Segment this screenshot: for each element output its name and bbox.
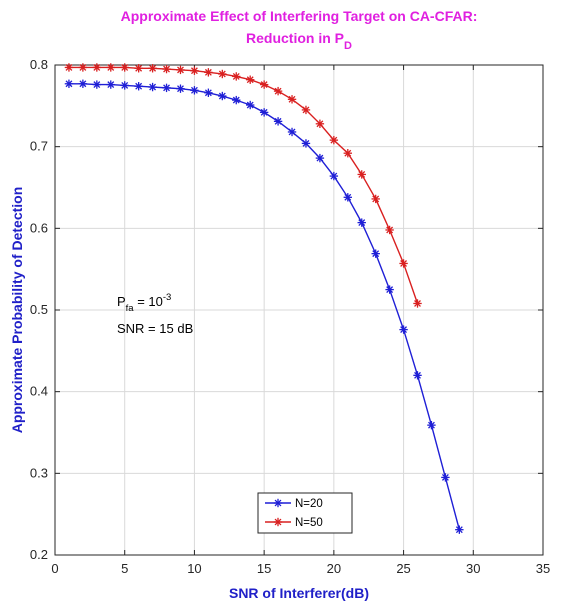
data-point <box>64 63 74 72</box>
legend-box <box>257 492 353 534</box>
y-axis-label: Approximate Probability of Detection <box>9 187 25 434</box>
x-tick-label: 15 <box>257 561 271 576</box>
data-point <box>106 80 115 89</box>
data-point <box>329 171 339 181</box>
data-point <box>343 149 352 158</box>
y-tick-label: 0.4 <box>30 384 48 399</box>
y-tick-label: 0.5 <box>30 302 48 317</box>
data-point <box>190 66 199 75</box>
data-point <box>329 135 339 145</box>
data-point <box>148 82 157 92</box>
y-tick-label: 0.6 <box>30 220 48 235</box>
y-tick-label: 0.7 <box>30 139 48 154</box>
x-tick-label: 10 <box>187 561 201 576</box>
data-point <box>301 105 311 115</box>
data-point <box>176 65 185 75</box>
legend-item: N=20 <box>265 498 323 510</box>
data-point <box>259 108 269 117</box>
data-point <box>204 68 213 77</box>
data-point <box>287 127 297 137</box>
x-tick-label: 30 <box>466 561 480 576</box>
data-point <box>315 119 325 128</box>
y-tick-label: 0.3 <box>30 465 48 480</box>
data-point <box>315 153 325 163</box>
pfa-annotation: Pfa = 10-3 <box>117 292 171 314</box>
x-axis-label: SNR of Interferer(dB) <box>229 585 369 601</box>
data-point <box>232 72 241 81</box>
x-tick-label: 0 <box>51 561 58 576</box>
chart-title-line1: Approximate Effect of Interfering Target… <box>121 8 478 24</box>
x-tick-label: 20 <box>327 561 341 576</box>
data-point <box>357 170 366 179</box>
data-point <box>64 79 74 88</box>
data-point <box>148 64 157 73</box>
legend-marker <box>273 517 283 527</box>
data-point <box>218 91 227 101</box>
data-point <box>413 299 422 308</box>
data-point <box>190 86 199 95</box>
data-point <box>273 86 283 96</box>
legend-label: N=20 <box>295 498 323 510</box>
data-point <box>162 64 171 74</box>
series-n-50 <box>64 63 422 308</box>
data-point <box>441 473 450 482</box>
series-layer <box>64 63 464 534</box>
data-point <box>120 81 129 90</box>
data-point <box>176 84 185 93</box>
data-point <box>134 82 143 91</box>
data-point <box>218 69 227 79</box>
chart-title-line2: Reduction in PD <box>246 30 352 52</box>
data-point <box>273 117 283 126</box>
data-point <box>246 75 255 84</box>
data-point <box>413 371 422 380</box>
legend: N=20 N=50 <box>257 492 353 534</box>
legend-label: N=50 <box>295 517 323 529</box>
x-tick-label: 5 <box>121 561 128 576</box>
data-point <box>399 325 408 334</box>
y-tick-label: 0.2 <box>30 547 48 562</box>
data-point <box>120 63 129 72</box>
data-point <box>357 218 366 227</box>
data-point <box>385 225 394 235</box>
data-point <box>204 88 213 97</box>
data-point <box>78 63 88 72</box>
data-point <box>78 79 88 88</box>
data-point <box>399 259 408 268</box>
x-tick-label: 35 <box>536 561 550 576</box>
snr-annotation: SNR = 15 dB <box>117 321 193 336</box>
x-tick-label: 25 <box>396 561 410 576</box>
legend-marker <box>273 498 283 508</box>
data-point <box>106 63 115 72</box>
data-point <box>246 100 255 110</box>
chart-title-main: Reduction in P <box>246 30 344 46</box>
data-point <box>92 80 102 89</box>
data-point <box>427 420 436 430</box>
data-point <box>232 95 241 105</box>
data-point <box>162 83 171 93</box>
grid <box>54 64 544 556</box>
data-point <box>134 64 143 73</box>
data-point <box>259 80 269 89</box>
data-point <box>371 249 380 258</box>
y-tick-label: 0.8 <box>30 57 48 72</box>
data-point <box>371 194 380 204</box>
chart-title-subscript: D <box>344 40 352 52</box>
data-point <box>92 63 102 72</box>
data-point <box>455 525 464 534</box>
data-point <box>301 139 311 148</box>
data-point <box>287 95 297 104</box>
series-n-20 <box>64 79 464 534</box>
data-point <box>343 193 352 202</box>
legend-item: N=50 <box>265 517 323 529</box>
data-point <box>385 285 394 294</box>
